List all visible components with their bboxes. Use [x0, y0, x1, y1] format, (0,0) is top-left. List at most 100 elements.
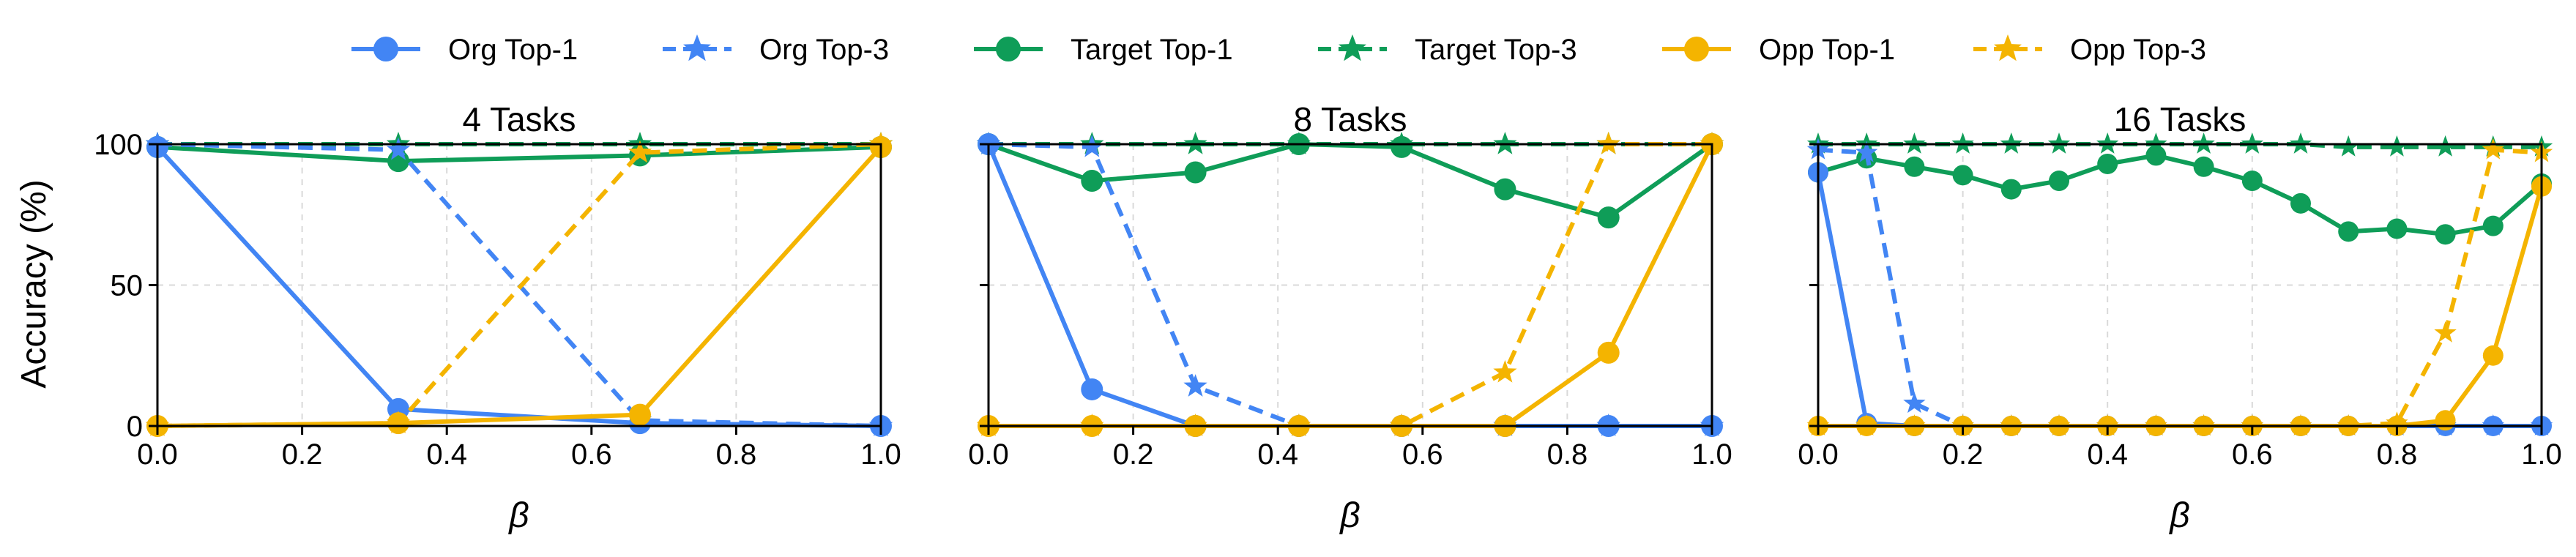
chart-panel-16-tasks: 0.0 0.2 0.4 0.6 0.8 1.0 16 Tasks β [1798, 100, 2562, 535]
data-point [1904, 156, 1925, 177]
chart-panel-8-tasks: 0.0 0.2 0.4 0.6 0.8 1.0 8 Tasks β [968, 100, 1732, 535]
series-line [1817, 147, 2542, 428]
data-point [2145, 145, 2167, 166]
legend-label: Opp Top-3 [2070, 34, 2206, 66]
series-org-top-3 [1806, 138, 2553, 435]
data-point [1952, 165, 1973, 186]
data-point [2435, 224, 2456, 245]
data-point [1081, 170, 1103, 192]
data-point [1081, 378, 1103, 400]
x-tick-label: 0.2 [1943, 438, 1984, 471]
series-target-top-1 [146, 135, 892, 173]
series-line [1816, 171, 2542, 428]
data-point [1951, 132, 1974, 154]
data-point [2386, 218, 2408, 239]
y-tick-label: 50 [111, 270, 144, 302]
y-axis-label: Accuracy (%) [15, 179, 53, 388]
panel-title: 8 Tasks [1293, 100, 1407, 138]
series-org-top-3 [145, 132, 893, 436]
data-point [2000, 179, 2022, 200]
data-point [2434, 321, 2457, 343]
legend-marker-circle [996, 37, 1021, 61]
data-point [386, 137, 411, 160]
y-axis-label-group: Accuracy (%) [15, 179, 53, 388]
data-point [628, 403, 651, 426]
data-point [1903, 392, 1926, 414]
series-line [155, 145, 882, 428]
data-point [2338, 221, 2359, 242]
y-tick-label: 100 [94, 129, 143, 161]
series-opp-top-3 [1806, 138, 2553, 435]
legend-item-opp-top-3: Opp Top-3 [1973, 34, 2206, 66]
data-point [1494, 178, 1516, 201]
x-tick-label: 0.8 [2377, 438, 2418, 471]
data-point [1597, 206, 1620, 229]
data-point [2290, 192, 2311, 214]
data-point [1855, 141, 1878, 162]
legend: Org Top-1 Org Top-3 Target Top-1 Target Top… [351, 34, 2206, 66]
series-opp-top-1 [146, 135, 892, 437]
series-opp-top-1 [1808, 176, 2552, 436]
x-axis-label: β [1339, 496, 1360, 535]
x-tick-label: 0.6 [2232, 438, 2273, 471]
x-tick-label: 0.4 [1257, 438, 1298, 471]
legend-marker-circle [373, 37, 398, 61]
data-point [2434, 135, 2457, 157]
x-tick-label: 0.8 [716, 438, 757, 471]
x-tick-label: 0.2 [282, 438, 323, 471]
data-point [1493, 359, 1517, 383]
series-line [157, 145, 883, 428]
x-tick-label: 1.0 [1691, 438, 1732, 471]
series-line [987, 142, 1713, 220]
data-point [1183, 374, 1207, 397]
data-point [387, 412, 410, 435]
legend-item-org-top-1: Org Top-1 [351, 34, 578, 66]
data-point [2386, 135, 2408, 157]
data-point [2049, 171, 2070, 192]
chart-panel-4-tasks: 0.0 0.2 0.4 0.6 0.8 1.0 0 50 100 4 Tasks β [94, 100, 901, 535]
data-point [2241, 132, 2263, 154]
legend-label: Org Top-3 [759, 34, 889, 66]
legend-marker-star [1339, 34, 1366, 61]
x-tick-label: 0.6 [1402, 438, 1443, 471]
data-point [628, 140, 652, 163]
legend-label: Target Top-3 [1415, 34, 1577, 66]
series-line [1818, 147, 2542, 428]
x-tick-label: 0.4 [2087, 438, 2128, 471]
data-point [2241, 171, 2263, 192]
x-tick-label: 1.0 [860, 438, 901, 471]
grid [1817, 143, 2542, 427]
series-opp-top-3 [145, 132, 893, 436]
data-point [1597, 341, 1620, 364]
legend-label: Org Top-1 [448, 34, 578, 66]
data-point [1184, 161, 1207, 184]
data-point [2482, 138, 2504, 160]
x-tick-label: 0.4 [426, 438, 467, 471]
data-point [2482, 345, 2504, 366]
legend-item-org-top-3: Org Top-3 [663, 34, 889, 66]
data-point [2193, 156, 2214, 177]
data-point [1596, 132, 1620, 154]
legend-marker-circle [1684, 37, 1709, 61]
legend-item-target-top-3: Target Top-3 [1318, 34, 1577, 66]
x-tick-label: 0.0 [1798, 438, 1839, 471]
legend-item-opp-top-1: Opp Top-1 [1662, 34, 1895, 66]
series-org-top-1 [1808, 162, 2552, 436]
series-line [1818, 185, 2544, 428]
data-point [1391, 135, 1413, 158]
data-point [1183, 132, 1207, 154]
y-tick-label: 0 [127, 411, 143, 443]
panel-title: 16 Tasks [2114, 100, 2246, 138]
x-tick-label: 1.0 [2521, 438, 2562, 471]
x-axis-label: β [2168, 496, 2189, 535]
legend-label: Target Top-1 [1071, 34, 1233, 66]
data-point [2097, 153, 2118, 174]
legend-marker-star [683, 34, 711, 61]
legend-label: Opp Top-1 [1759, 34, 1895, 66]
data-point [2289, 132, 2312, 154]
x-tick-label: 0.8 [1547, 438, 1588, 471]
series-line [1817, 153, 2543, 237]
data-point [2337, 135, 2360, 157]
